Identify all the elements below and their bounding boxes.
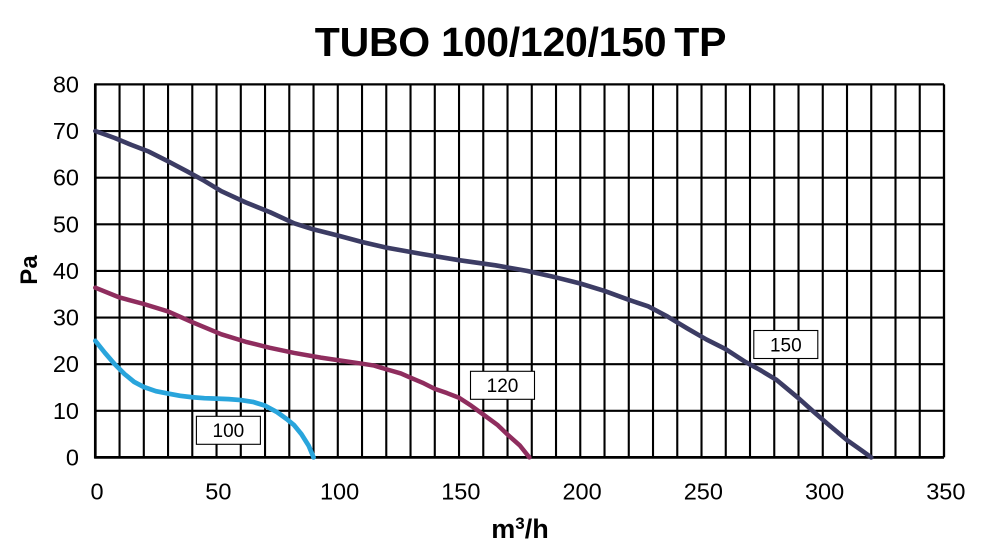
- svg-text:0: 0: [91, 479, 104, 505]
- svg-text:200: 200: [562, 479, 601, 505]
- svg-text:20: 20: [53, 351, 79, 377]
- svg-text:70: 70: [53, 118, 79, 144]
- svg-text:150: 150: [770, 335, 802, 356]
- svg-text:40: 40: [53, 258, 79, 284]
- svg-text:50: 50: [53, 211, 79, 237]
- svg-text:30: 30: [53, 305, 79, 331]
- svg-text:300: 300: [805, 479, 844, 505]
- svg-text:80: 80: [53, 71, 79, 97]
- svg-text:100: 100: [320, 479, 359, 505]
- svg-text:250: 250: [684, 479, 723, 505]
- svg-text:150: 150: [441, 479, 480, 505]
- svg-text:60: 60: [53, 165, 79, 191]
- svg-text:Pa: Pa: [16, 255, 43, 285]
- svg-text:350: 350: [926, 479, 965, 505]
- svg-text:120: 120: [487, 376, 519, 397]
- svg-text:10: 10: [53, 398, 79, 424]
- svg-text:0: 0: [66, 444, 79, 470]
- svg-text:100: 100: [213, 421, 245, 442]
- svg-text:TUBO 100/120/150 TP: TUBO 100/120/150 TP: [315, 19, 726, 65]
- svg-text:50: 50: [205, 479, 231, 505]
